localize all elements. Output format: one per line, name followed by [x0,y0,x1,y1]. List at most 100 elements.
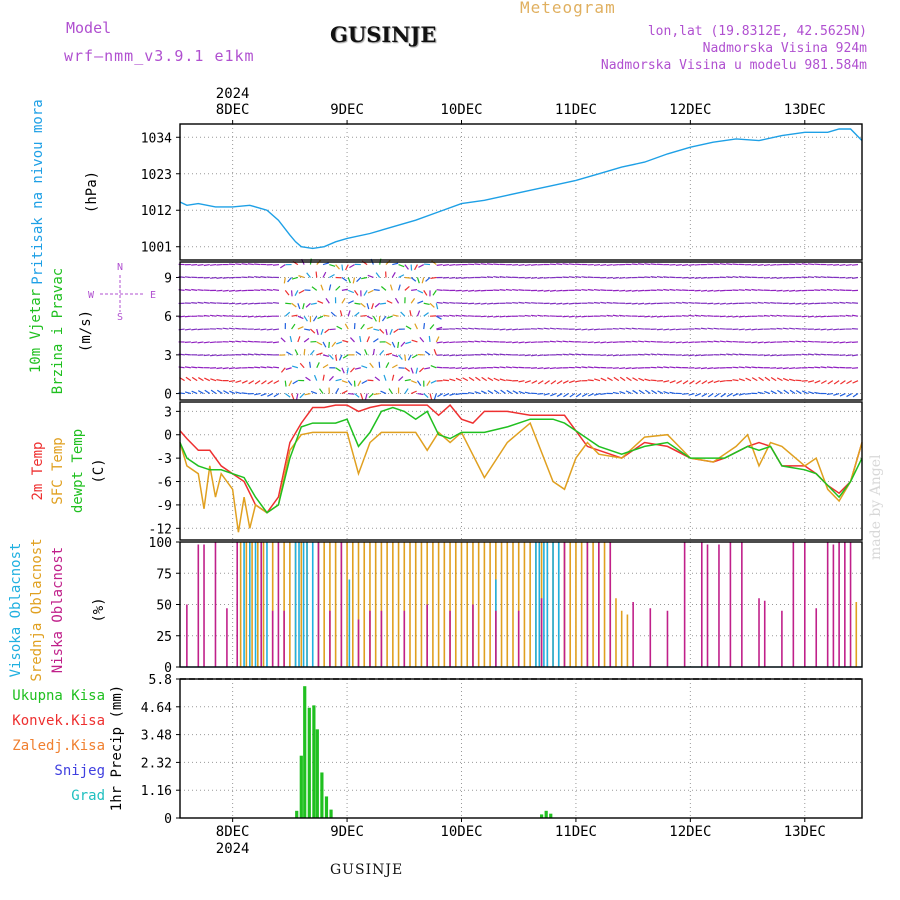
wind-barb [600,341,607,344]
wind-barb [378,361,381,368]
wind-barb [442,263,449,267]
wind-barb [241,263,248,266]
wind-barb [845,301,852,304]
wind-barb [631,367,638,370]
wind-barb [612,263,619,266]
wind-barb [770,376,777,382]
wind-barb [783,389,790,395]
wind-barb [568,263,575,266]
wind-barb [713,302,720,305]
wind-barb [776,377,783,382]
wind-barb [675,366,682,369]
wind-barb [436,301,443,304]
wind-barb [455,377,462,382]
wind-barb [260,289,267,291]
wind-barb [416,310,421,317]
wind-barb [814,263,821,266]
wind-barb [782,377,789,382]
wind-barb [512,328,519,331]
wind-barb [357,380,362,387]
wind-barb [228,302,235,305]
wind-barb [247,302,254,305]
wind-barb [184,391,192,395]
wind-barb [751,301,758,304]
wind-barb [216,367,223,370]
wind-barb [807,340,815,343]
wind-barb [700,276,708,279]
y-tick-label: 0 [164,388,172,403]
wind-barb [524,391,531,395]
wind-barb [644,263,651,266]
wind-barb [732,366,739,369]
wind-barb [316,341,323,346]
lonlat-label: lon,lat (19.8312E, 42.5625N) [647,24,867,39]
top-day-label: 10DEC [440,102,482,118]
wind-barb [619,367,626,370]
wind-barb [512,301,519,304]
wind-barb [826,288,833,291]
wind-barb [625,367,632,370]
y-tick-label: 3 [164,349,172,364]
wind-barb [354,311,360,317]
wind-barb [335,285,341,291]
wind-barb [808,391,815,395]
wind-barb [349,367,355,373]
wind-barb [607,377,613,382]
wind-barb [688,341,695,344]
wind-barb [197,289,204,291]
wind-barb [462,377,469,382]
wind-barb [820,366,827,369]
wind-barb [820,289,827,291]
wind-barb [738,366,745,369]
wind-barb [184,276,191,279]
wind-barb [688,314,695,317]
panel-frame [179,261,863,401]
wind-barb [814,380,821,384]
wind-barb [260,315,267,318]
wind-barb [631,302,638,305]
wind-barb [436,315,442,320]
wind-barb [738,353,745,356]
wind-barb [663,288,670,291]
wind-barb [366,336,370,343]
wind-barb [719,289,726,292]
wind-barb [379,328,385,334]
wind-barb [328,284,332,291]
wind-barb [480,340,487,343]
wind-barb [713,289,720,292]
wind-barb [296,393,299,400]
wind-barb [512,341,519,344]
wind-barb [361,380,368,385]
wind-barb [839,289,846,291]
wind-barb [374,376,381,382]
wind-barb [801,340,808,343]
wind-barb [288,380,293,387]
wind-barb [776,314,783,317]
wind-barb [291,323,296,330]
wind-barb [789,389,796,395]
wind-barb [663,380,670,383]
wind-barb [297,336,301,343]
wind-barb [575,380,582,383]
wind-barb [840,380,846,385]
wind-barb [763,301,770,304]
wind-barb [284,311,291,317]
wind-barb [713,340,720,343]
wind-barb [423,323,426,330]
legend-hail: Grad [71,788,105,804]
wind-barb [322,262,329,266]
wind-barb [375,272,381,278]
wind-barb [330,311,337,317]
wind-barb [310,328,316,334]
wind-barb [593,301,601,304]
wind-barb [436,326,443,330]
wind-barb [355,351,362,356]
wind-barb [530,276,538,279]
wind-barb [436,289,443,291]
wind-barb [366,326,373,330]
wind-barb [656,366,663,369]
wind-barb [383,374,387,381]
wind-barb [247,340,254,343]
wind-barb [380,286,387,291]
wind-barb [254,353,261,356]
